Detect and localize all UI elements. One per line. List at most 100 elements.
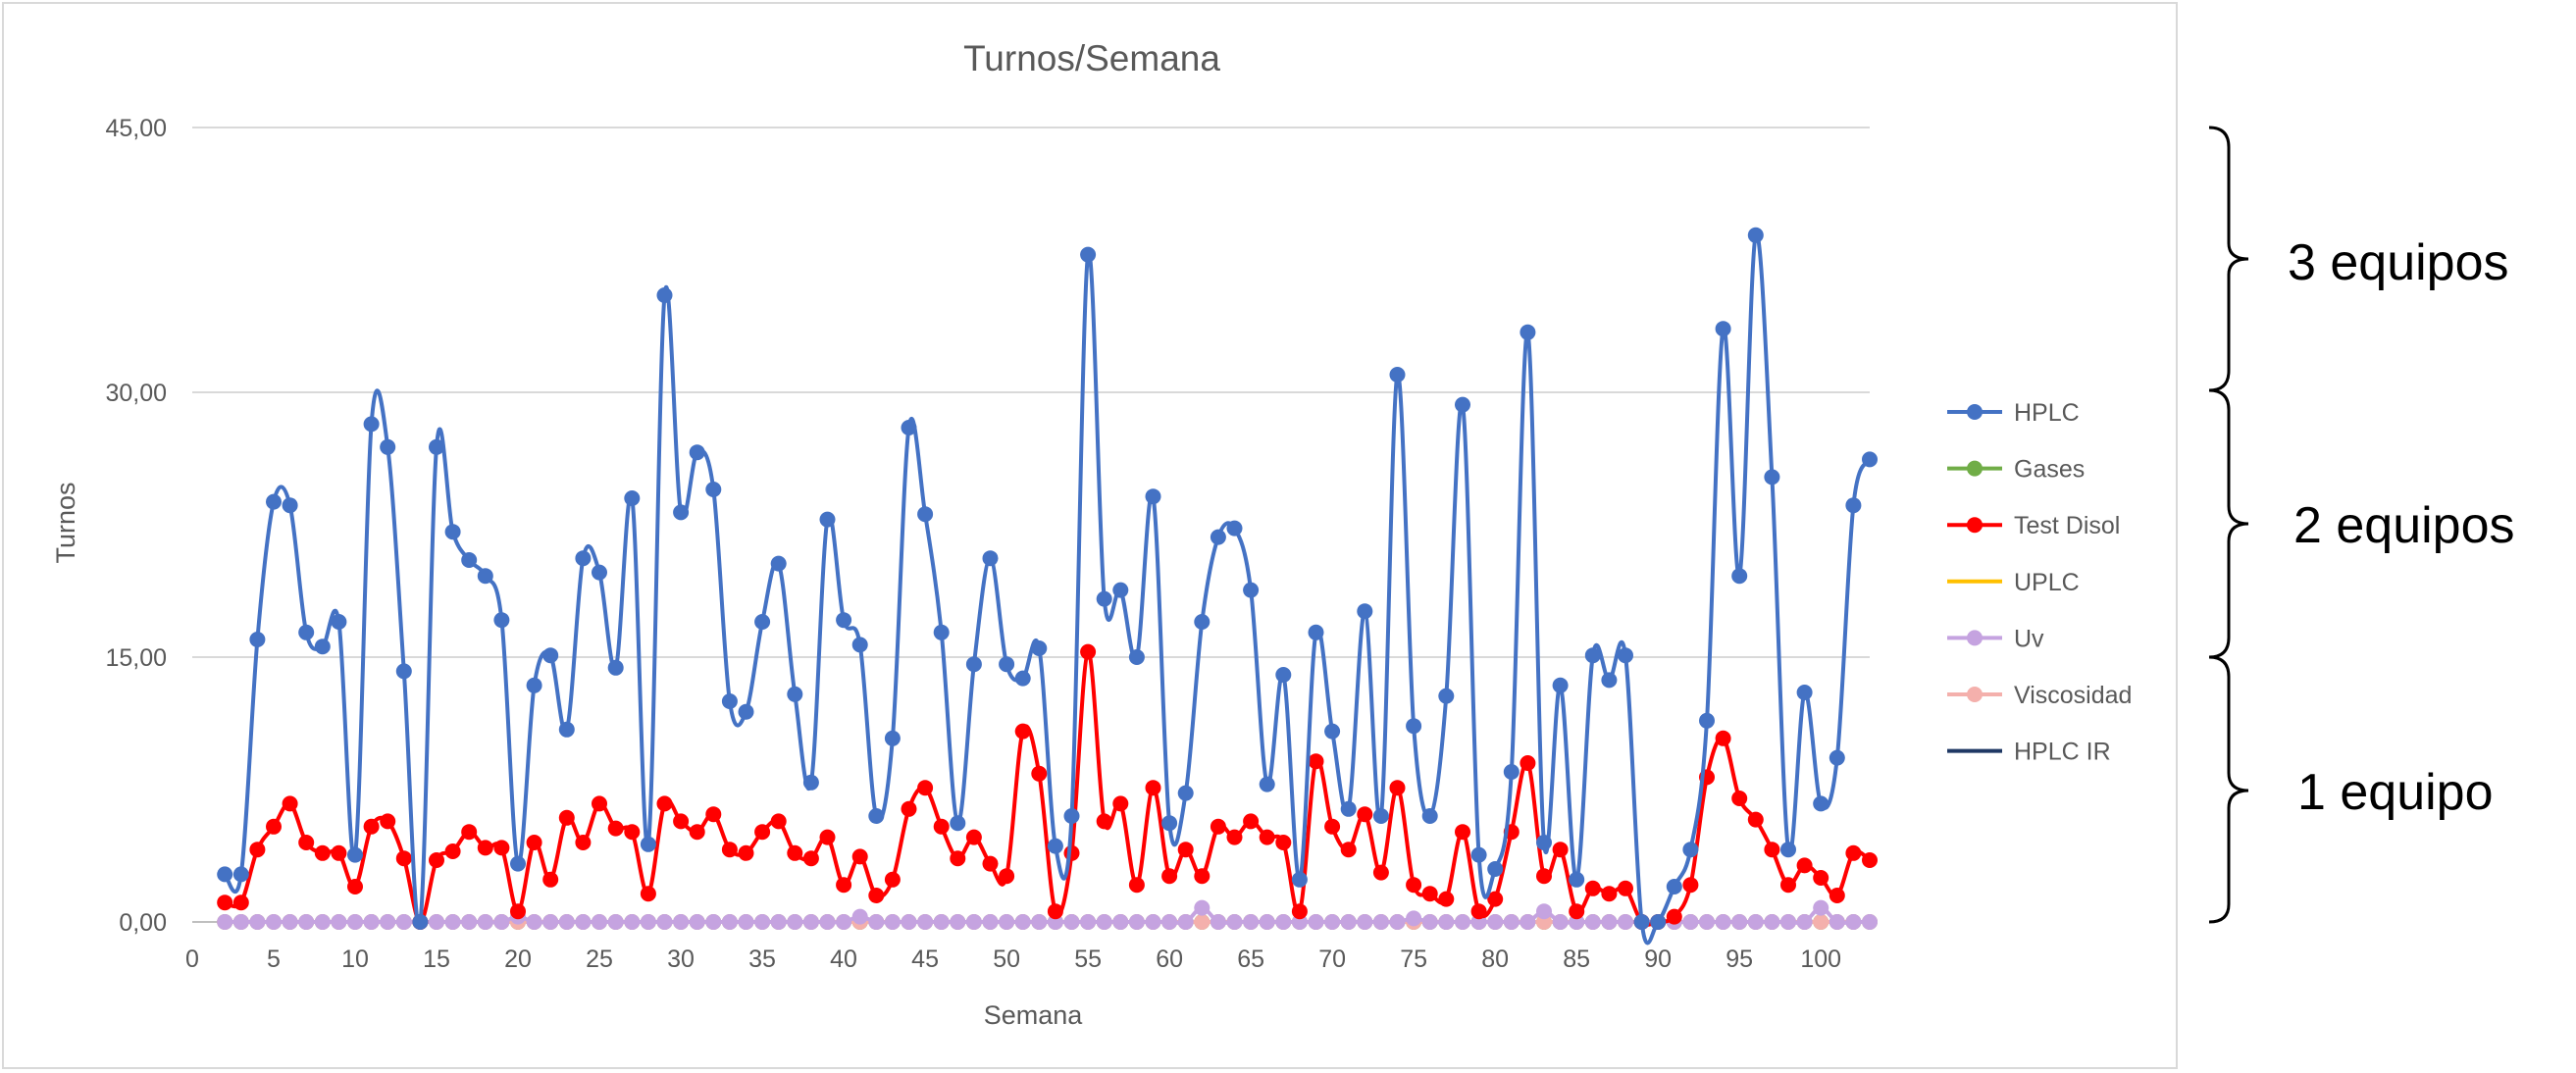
data-point (836, 914, 852, 930)
data-point (673, 504, 690, 521)
axes: 0,00 15,00 30,00 45,00 0 5 10 15 20 25 30 35 40 45 50 5… (105, 115, 1870, 973)
data-point (770, 914, 787, 930)
data-point (461, 552, 478, 568)
data-point (1210, 914, 1226, 930)
data-point (1259, 776, 1275, 792)
data-point (901, 420, 917, 435)
data-point (395, 914, 412, 930)
data-point (347, 914, 363, 930)
legend-marker (1967, 404, 1983, 420)
data-point (493, 840, 510, 856)
data-point (575, 550, 592, 567)
data-point (673, 914, 690, 930)
data-point (965, 829, 982, 845)
data-point (1682, 842, 1699, 858)
data-point (607, 659, 624, 676)
data-point (836, 877, 852, 894)
data-point (1552, 842, 1569, 858)
data-point (558, 809, 575, 826)
data-point (444, 914, 461, 930)
data-point (1406, 877, 1422, 894)
data-point (787, 914, 803, 930)
data-point (607, 914, 624, 930)
data-point (444, 524, 461, 540)
series-uv (217, 899, 1878, 930)
data-point (1438, 891, 1455, 907)
data-point (787, 844, 803, 861)
data-point (982, 855, 999, 872)
data-point (1455, 396, 1470, 413)
x-tick-label: 75 (1400, 945, 1427, 973)
data-point (1552, 677, 1569, 693)
data-point (640, 886, 656, 902)
x-tick-label: 65 (1237, 945, 1264, 973)
data-point (1455, 914, 1470, 930)
x-tick-label: 0 (185, 945, 199, 973)
data-point (493, 914, 510, 930)
data-point (1389, 914, 1406, 930)
annotation-2-equipos: 2 equipos (2293, 497, 2515, 554)
data-point (282, 497, 298, 514)
data-point (217, 894, 233, 911)
data-point (1372, 808, 1389, 824)
data-point (314, 914, 331, 930)
annotation-3-equipos: 3 equipos (2288, 234, 2509, 291)
data-point (1096, 813, 1112, 830)
data-point (1161, 914, 1178, 930)
data-point (1601, 672, 1618, 689)
brace-upper (2208, 126, 2249, 392)
data-point (819, 914, 836, 930)
legend-label: HPLC IR (2014, 739, 2111, 766)
data-point (1796, 857, 1813, 874)
data-point (314, 844, 331, 861)
legend-label: Gases (2014, 456, 2085, 484)
data-point (868, 888, 885, 903)
data-point (1128, 649, 1145, 665)
data-point (1275, 835, 1292, 850)
legend-label: Viscosidad (2014, 682, 2132, 709)
data-point (999, 914, 1015, 930)
data-point (558, 914, 575, 930)
data-point (1128, 914, 1145, 930)
data-point (1618, 647, 1633, 664)
data-point (640, 836, 656, 852)
data-point (249, 842, 266, 858)
data-point (1112, 582, 1129, 598)
series-hplc (217, 227, 1878, 945)
data-point (884, 871, 901, 888)
data-point (1829, 749, 1845, 766)
data-point (347, 846, 363, 863)
data-point (1715, 321, 1731, 337)
x-axis-label: Semana (984, 1000, 1084, 1030)
data-point (1063, 914, 1080, 930)
legend-item: Uv (1947, 625, 2044, 652)
data-point (836, 612, 852, 629)
data-point (1080, 246, 1097, 263)
data-point (1845, 914, 1862, 930)
data-point (1340, 800, 1357, 817)
data-point (1438, 688, 1455, 704)
data-point (901, 800, 917, 817)
data-point (1128, 877, 1145, 894)
data-point (1731, 791, 1748, 806)
data-point (1161, 868, 1178, 885)
data-point (819, 511, 836, 528)
data-point (802, 914, 819, 930)
chart-title: Turnos/Semana (963, 38, 1220, 78)
data-point (1096, 590, 1112, 607)
data-point (266, 818, 282, 835)
data-point (770, 813, 787, 830)
data-point (1764, 842, 1780, 858)
data-point (1243, 582, 1260, 598)
data-point (787, 686, 803, 702)
x-tick-label: 25 (586, 945, 613, 973)
data-point (592, 564, 607, 581)
data-point (705, 806, 722, 823)
data-point (298, 835, 315, 850)
x-tick-label: 15 (423, 945, 450, 973)
data-point (1194, 899, 1211, 916)
brace-lower (2208, 655, 2249, 924)
data-point (1601, 914, 1618, 930)
data-point (1291, 903, 1308, 920)
data-point (363, 914, 380, 930)
